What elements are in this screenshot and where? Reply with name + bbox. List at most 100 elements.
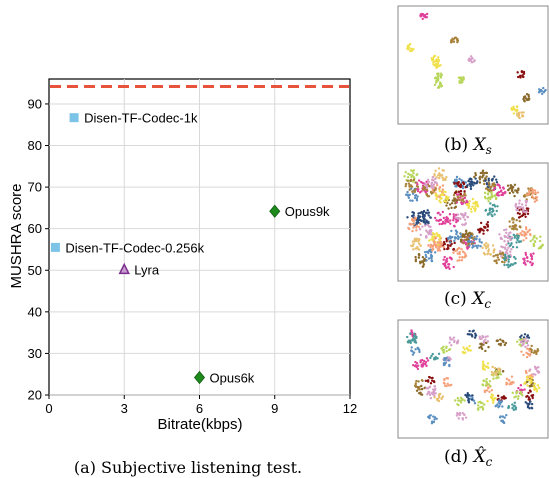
cluster-dot [424,184,428,188]
cluster-dot [456,195,459,198]
caption-b-math: X [472,135,487,155]
cluster-dot [503,416,506,419]
cluster-dot [484,349,487,353]
cluster-dot [486,252,489,256]
cluster-dot [455,218,458,221]
cluster-dot [425,387,428,390]
cluster-dot [412,175,416,179]
cluster-dot [414,181,417,184]
cluster-dot [456,247,459,251]
cluster-dot [503,240,506,243]
cluster-dot [522,239,525,242]
cluster-dot [505,377,509,381]
cluster-dot [464,351,467,354]
cluster-dot [540,92,544,96]
cluster-dot [461,185,465,188]
cluster-dot [444,358,447,361]
point-label: Disen-TF-Codec-1k [84,111,198,126]
cluster-dot [515,237,519,240]
cluster-dot [471,335,474,338]
cluster-dot [484,226,487,229]
cluster-dot [524,226,528,229]
cluster-dot [484,171,488,175]
cluster-dot [422,210,426,214]
cluster-dot [528,379,532,382]
cluster-dot [483,182,486,186]
cluster-dot [454,399,457,402]
cluster-dot [525,207,529,210]
cluster-dot [518,202,521,205]
cluster-dot [429,356,432,360]
cluster-dot [490,193,493,196]
cluster-dot [520,208,523,211]
cluster-dot [445,204,448,207]
cluster-dot [427,195,431,198]
cluster-dot [512,405,516,408]
cluster-dot [472,202,475,205]
cluster-dot [424,16,427,19]
cluster-dot [519,388,522,392]
cluster-dot [429,216,432,219]
cluster-dot [424,229,428,232]
cluster-dot [484,179,487,182]
cluster-dot [417,380,420,383]
cluster-dot [414,258,418,261]
cluster-dot [457,417,460,420]
cluster-dot [460,199,463,202]
cluster-dot [484,338,487,341]
cluster-dot [513,255,516,259]
cluster-dot [526,384,529,387]
cluster-dot [532,242,535,246]
cluster-dot [530,187,533,191]
cluster-dot [414,259,418,263]
cluster-dot [530,402,534,406]
cluster-dot [411,229,414,233]
cluster-dot [448,219,452,222]
cluster-dot [492,184,495,187]
cluster-dot [533,382,536,385]
cluster-dot [448,348,452,351]
cluster-dot [445,247,449,251]
cluster-dot [433,385,436,388]
cluster-dot [419,244,422,247]
cluster-dot [487,181,491,185]
cluster-dot [427,244,430,247]
cluster-dot [445,346,448,350]
cluster-dot [469,59,472,62]
cluster-dot [542,90,546,94]
cluster-dot [463,223,466,226]
cluster-dot [529,253,533,256]
cluster-dot [526,402,529,405]
cluster-dot [482,251,486,255]
cluster-dot [499,415,502,418]
cluster-dot [518,75,522,78]
cluster-dot [437,399,441,403]
cluster-dot [464,241,467,245]
point-label: Opus9k [285,204,330,219]
cluster-dot [434,177,437,181]
cluster-dot [421,12,424,16]
cluster-dot [420,384,423,388]
cluster-dot [432,186,435,190]
cluster-dot [427,257,431,260]
cluster-dot [507,258,510,261]
cluster-dot [497,258,501,261]
point-group: Opus9k [269,204,330,219]
cluster-dot [526,339,530,343]
cluster-dot [440,245,443,248]
cluster-dot [526,334,530,337]
cluster-dot [424,362,427,366]
cluster-dot [472,329,475,332]
cluster-dot [525,92,529,96]
cluster-dot [496,253,499,257]
cluster-dot [462,346,465,349]
cluster-dot [427,180,431,184]
cluster-dot [475,237,478,241]
data-points: Disen-TF-Codec-1k Disen-TF-Codec-0.256k Ly… [50,111,330,386]
cluster-dot [411,190,414,193]
cluster-dot [524,215,527,218]
cluster-dot [432,244,435,247]
cluster-dot [423,218,426,221]
cluster-dot [512,191,515,194]
cluster-dot [512,408,516,412]
